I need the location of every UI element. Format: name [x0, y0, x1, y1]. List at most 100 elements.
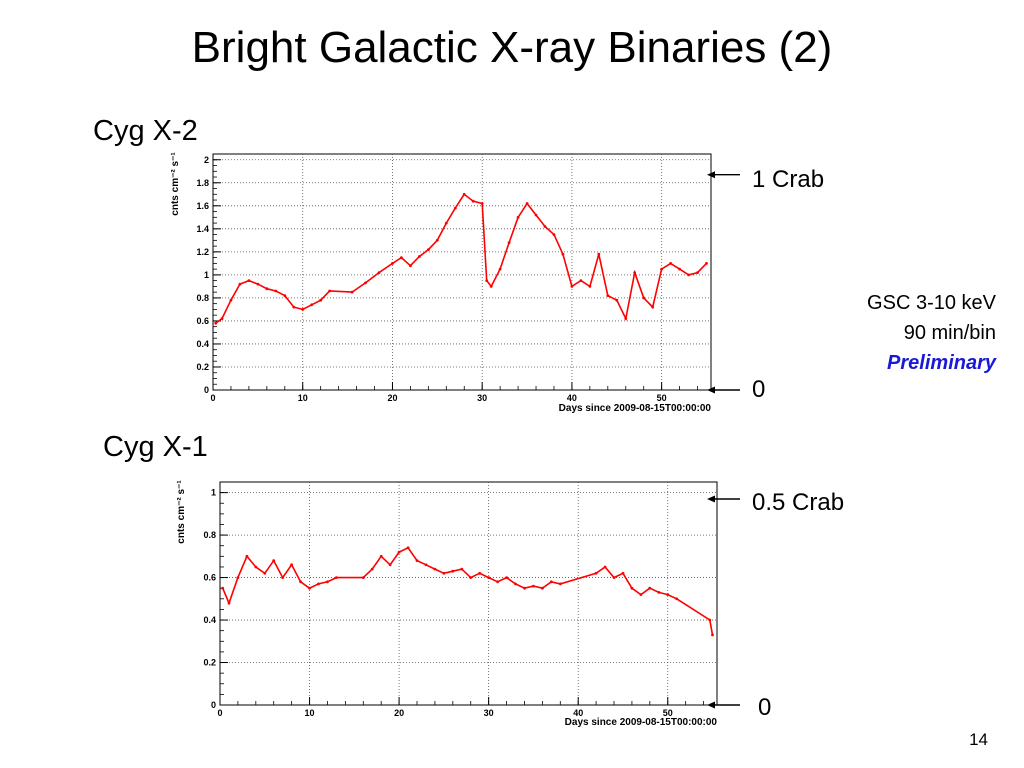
- preliminary-label: Preliminary: [887, 352, 996, 374]
- cygx2-ylabel: cnts cm⁻² s⁻¹: [170, 152, 181, 216]
- cygx1-data-point: [317, 582, 320, 586]
- cygx2-data-point: [274, 289, 278, 293]
- cygx1-ytick-label: 0.4: [203, 615, 216, 625]
- cygx2-xtick-label: 20: [387, 393, 397, 403]
- cygx1-data-point: [558, 582, 562, 586]
- cygx1-data-point: [603, 565, 607, 569]
- energy-band-label: GSC 3-10 keV: [867, 292, 996, 314]
- cygx1-data-point: [666, 593, 670, 596]
- cygx2-data-point: [552, 233, 556, 237]
- cygx2-xlabel: Days since 2009-08-15T00:00:00: [559, 403, 712, 414]
- cygx1-data-point: [221, 586, 225, 590]
- cygx1-data-point: [236, 576, 240, 579]
- cygx2-data-point: [516, 215, 520, 219]
- cygx2-xtick-label: 0: [210, 393, 215, 403]
- cygx1-data-point: [541, 586, 544, 590]
- cygx2-ytick-label: 0.6: [196, 316, 209, 326]
- cygx1-data-point: [708, 618, 712, 622]
- cygx1-data-point: [254, 565, 258, 569]
- cygx2-data-point: [377, 271, 381, 274]
- cygx2-data-point: [220, 317, 224, 320]
- cygx2-data-point: [525, 202, 529, 205]
- cygx2-data-point: [247, 279, 251, 282]
- cygx1-data-point: [308, 586, 311, 590]
- cygx2-data-point: [229, 298, 233, 302]
- info-block: GSC 3-10 keV 90 min/bin Preliminary: [867, 288, 996, 378]
- cygx2-data-point: [400, 256, 403, 259]
- cygx1-data-point: [397, 550, 401, 554]
- cygx1-data-point: [227, 601, 231, 605]
- cygx1-ytick-label: 0.2: [203, 658, 216, 668]
- cygx2-data-point: [669, 262, 672, 265]
- cygx1-marker-arrowhead: [707, 495, 715, 503]
- cygx2-data-point: [651, 305, 655, 309]
- cygx1-data-point: [379, 554, 383, 558]
- cygx2-data-point: [328, 289, 331, 293]
- cygx1-xtick-label: 40: [573, 708, 583, 718]
- cygx2-ytick-label: 0: [204, 385, 209, 395]
- cygx2-data-point: [498, 267, 502, 271]
- panel-label-cygx2: Cyg X-2: [93, 115, 198, 147]
- cygx1-data-point: [496, 580, 499, 584]
- cygx2-data-point: [435, 238, 439, 242]
- cygx1-ytick-label: 1: [211, 488, 216, 498]
- cygx1-data-point: [290, 563, 293, 567]
- cygx2-frame: [212, 153, 712, 391]
- cygx2-data-point: [660, 267, 663, 271]
- cygx2-ytick-label: 1: [204, 270, 209, 280]
- cygx1-xtick-label: 30: [484, 708, 494, 718]
- cygx1-data-point: [245, 554, 249, 558]
- cygx1-ytick-label: 0: [211, 700, 216, 710]
- cygx1-data-point: [523, 586, 526, 590]
- cygx1-data-point: [361, 576, 365, 579]
- cygx2-data-point: [597, 252, 601, 256]
- cygx1-xtick-label: 20: [394, 708, 404, 718]
- cygx2-data-point: [570, 285, 574, 288]
- cygx1-data-point: [335, 576, 338, 579]
- cygx2-data-point: [678, 267, 681, 271]
- cygx1-data-point: [299, 580, 302, 584]
- cygx1-frame: [219, 481, 718, 706]
- bin-size-label: 90 min/bin: [903, 322, 996, 344]
- cygx2-data-point: [705, 262, 708, 265]
- marker-label-1-crab: 1 Crab: [752, 166, 825, 193]
- cygx1-xtick-label: 10: [305, 708, 315, 718]
- cygx2-marker-arrowhead: [707, 386, 715, 394]
- cygx1-data-point: [388, 563, 392, 567]
- cygx1-data-point: [549, 580, 553, 584]
- cygx1-data-point: [263, 571, 267, 575]
- cygx1-data-point: [272, 559, 276, 562]
- cygx2-data-point: [364, 281, 367, 285]
- cygx1-data-point: [505, 576, 508, 579]
- cygx2-data-point: [418, 255, 421, 258]
- cygx2-data-point: [606, 294, 610, 297]
- cygx2-data-point: [615, 298, 619, 302]
- cygx2-data-point: [687, 273, 690, 277]
- marker-label-zero-top: 0: [752, 376, 766, 403]
- cygx2-data-point: [471, 199, 475, 203]
- cygx1-data-point: [639, 593, 643, 596]
- cygx2-xtick-label: 30: [477, 393, 487, 403]
- cygx1-data-point: [532, 584, 535, 588]
- cygx1-data-point: [675, 597, 679, 601]
- cygx1-data-point: [478, 571, 482, 575]
- cygx2-marker-arrowhead: [707, 171, 715, 179]
- cygx2-series-line: [215, 193, 708, 324]
- cygx2-data-point: [409, 264, 412, 268]
- cygx1-data-point: [281, 576, 285, 579]
- cygx1-data-point: [370, 567, 374, 571]
- marker-label-zero-bottom: 0: [758, 694, 772, 721]
- cygx2-data-point: [579, 279, 583, 282]
- cygx2-data-point: [453, 206, 457, 210]
- cygx1-data-point: [612, 576, 616, 579]
- cygx2-data-point: [256, 282, 260, 286]
- cygx2-data-point: [283, 294, 287, 297]
- cygx2-ytick-label: 2: [204, 155, 209, 165]
- cygx1-xtick-label: 50: [663, 708, 673, 718]
- cygx2-data-point: [238, 282, 242, 286]
- cygx1-data-point: [326, 580, 329, 584]
- cygx1-data-point: [648, 586, 652, 590]
- cygx1-data-point: [657, 591, 661, 594]
- cygx2-xtick-label: 50: [657, 393, 667, 403]
- cygx2-data-point: [507, 241, 511, 245]
